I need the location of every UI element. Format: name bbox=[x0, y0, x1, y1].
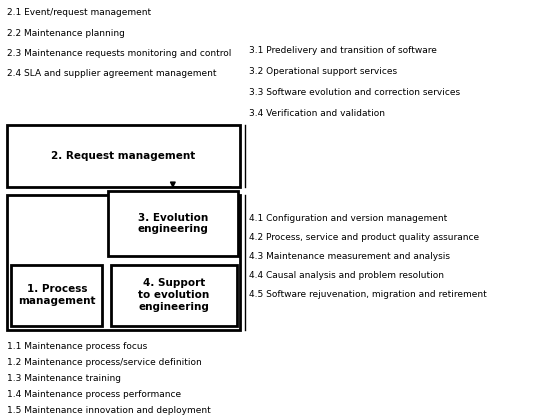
Text: 3.1 Predelivery and transition of software: 3.1 Predelivery and transition of softwa… bbox=[249, 46, 437, 55]
Text: 2.2 Maintenance planning: 2.2 Maintenance planning bbox=[7, 29, 125, 37]
FancyBboxPatch shape bbox=[108, 191, 238, 256]
Text: 1.2 Maintenance process/service definition: 1.2 Maintenance process/service definiti… bbox=[7, 358, 202, 367]
FancyBboxPatch shape bbox=[7, 195, 240, 330]
Text: 2.3 Maintenance requests monitoring and control: 2.3 Maintenance requests monitoring and … bbox=[7, 49, 232, 58]
FancyBboxPatch shape bbox=[111, 265, 237, 326]
Text: 3.4 Verification and validation: 3.4 Verification and validation bbox=[249, 109, 385, 118]
Text: 4.1 Configuration and version management: 4.1 Configuration and version management bbox=[249, 214, 448, 223]
Text: 4.3 Maintenance measurement and analysis: 4.3 Maintenance measurement and analysis bbox=[249, 252, 450, 261]
Text: 1.3 Maintenance training: 1.3 Maintenance training bbox=[7, 374, 121, 383]
Text: 4.4 Causal analysis and problem resolution: 4.4 Causal analysis and problem resoluti… bbox=[249, 271, 444, 280]
Text: 2.4 SLA and supplier agreement management: 2.4 SLA and supplier agreement managemen… bbox=[7, 69, 217, 78]
Text: 3.3 Software evolution and correction services: 3.3 Software evolution and correction se… bbox=[249, 88, 460, 97]
Text: 2. Request management: 2. Request management bbox=[52, 151, 196, 161]
Text: 3. Evolution
engineering: 3. Evolution engineering bbox=[138, 213, 208, 234]
FancyBboxPatch shape bbox=[7, 125, 240, 187]
Text: 4.2 Process, service and product quality assurance: 4.2 Process, service and product quality… bbox=[249, 233, 479, 242]
Text: 4.5 Software rejuvenation, migration and retirement: 4.5 Software rejuvenation, migration and… bbox=[249, 290, 487, 299]
Text: 1. Process
management: 1. Process management bbox=[18, 284, 95, 306]
FancyBboxPatch shape bbox=[11, 265, 102, 326]
Text: 1.5 Maintenance innovation and deployment: 1.5 Maintenance innovation and deploymen… bbox=[7, 406, 211, 415]
Text: 2.1 Event/request management: 2.1 Event/request management bbox=[7, 8, 151, 17]
Text: 3.2 Operational support services: 3.2 Operational support services bbox=[249, 67, 397, 76]
Text: 4. Support
to evolution
engineering: 4. Support to evolution engineering bbox=[138, 278, 209, 312]
Text: 1.4 Maintenance process performance: 1.4 Maintenance process performance bbox=[7, 390, 181, 399]
Text: 1.1 Maintenance process focus: 1.1 Maintenance process focus bbox=[7, 342, 147, 351]
